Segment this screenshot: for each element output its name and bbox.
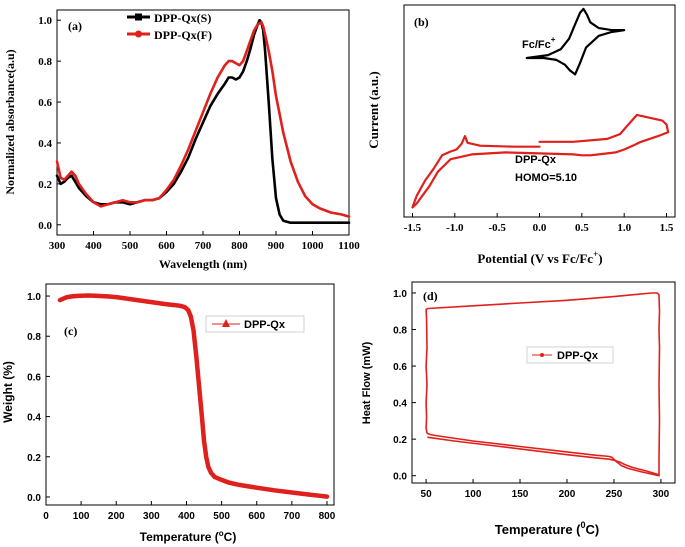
x-tick-label: 300: [653, 489, 670, 500]
panel-c-xlabel: Temperature (oC): [140, 529, 237, 544]
panel-a-legend: DPP-Qx(S) DPP-Qx(F): [127, 11, 212, 42]
x-tick-label: 1.5: [660, 222, 674, 234]
x-tick-label: 1000: [302, 240, 325, 252]
x-tick-label: 400: [85, 240, 102, 252]
panel-b-label: (b): [414, 15, 429, 29]
fc-label: Fc/Fc+: [522, 35, 556, 51]
legend-circle-marker-icon: [135, 30, 142, 38]
x-tick-label: 100: [73, 511, 90, 522]
panel-c-ylabel: Weight (%): [1, 361, 15, 423]
x-tick-label: 500: [122, 240, 139, 252]
panel-b-ylabel: Current (a.u.): [366, 71, 381, 148]
y-tick-label: 1.0: [38, 15, 52, 27]
y-tick-label: 1.0: [393, 289, 407, 300]
y-tick-label: 0.6: [38, 97, 52, 109]
panel-d-label: (d): [423, 289, 438, 303]
panel-b-frame: [403, 4, 676, 218]
x-tick-label: 200: [559, 489, 576, 500]
panel-c-legend: DPP-Qx: [205, 315, 305, 333]
y-tick-label: 0.4: [393, 399, 407, 410]
panel-c-frame: [45, 283, 335, 506]
panel-d-ticks: 50 100 150 200 250 300 0.0 0.2 0.4 0.6 0.8 1.0: [393, 289, 670, 500]
series-line-c-0: [57, 293, 330, 499]
x-tick-label: 0.0: [533, 222, 547, 234]
y-tick-label: 0.2: [393, 435, 407, 446]
series-line-d-1: [427, 436, 660, 476]
panel-b-ticks: -1.5 -1.0 -0.5 0.0 0.5 1.0 1.5: [404, 213, 674, 234]
panel-d-xlabel: Temperature (0C): [495, 520, 599, 537]
x-tick-label: 600: [158, 240, 175, 252]
x-tick-label: 800: [231, 240, 248, 252]
x-tick-label: 200: [108, 511, 125, 522]
y-tick-label: 0.4: [38, 138, 52, 150]
panel-c: 0 100 200 300 400 500 600 700 800 0.0 0.2 0.4 0.6 0.8…: [1, 283, 336, 544]
y-tick-label: 0.6: [27, 372, 41, 383]
x-tick-label: 250: [606, 489, 623, 500]
y-tick-label: 0.0: [393, 472, 407, 483]
y-tick-label: 0.4: [27, 413, 41, 424]
panel-b-xlabel: Potential (V vs Fc/Fc+): [477, 249, 602, 266]
x-tick-label: 600: [248, 511, 265, 522]
legend-dot-marker-icon: [540, 353, 544, 357]
y-tick-label: 1.0: [27, 292, 41, 303]
x-tick-label: 500: [213, 511, 230, 522]
x-tick-label: 50: [421, 489, 433, 500]
series-line-a-0: [55, 18, 351, 224]
series-line-d-0: [425, 292, 661, 477]
legend-square-marker-icon: [135, 13, 142, 21]
x-tick-label: -0.5: [488, 222, 506, 234]
panel-b-series: [411, 7, 670, 209]
x-tick-label: 300: [49, 240, 66, 252]
legend-triangle-marker-icon: [222, 319, 230, 327]
x-tick-label: 100: [465, 489, 482, 500]
panel-a-label: (a): [68, 19, 82, 33]
panel-a: 300 400 500 600 700 800 900 1000 1100 0.0 0.2 0.4 0.…: [3, 9, 360, 271]
panel-d-legend: DPP-Qx: [526, 346, 614, 364]
x-tick-label: 300: [143, 511, 160, 522]
x-tick-label: -1.0: [446, 222, 464, 234]
panel-d-frame: [411, 281, 676, 484]
panel-a-ylabel: Normalized absorbance(a.u): [3, 49, 17, 194]
panel-b: -1.5 -1.0 -0.5 0.0 0.5 1.0 1.5 (b) Fc/Fc+ DPP-…: [366, 4, 676, 266]
panel-c-series: [57, 293, 330, 499]
x-tick-label: 700: [284, 511, 301, 522]
y-tick-label: 0.6: [393, 362, 407, 373]
x-tick-label: 700: [195, 240, 212, 252]
y-tick-label: 0.0: [27, 493, 41, 504]
series-line-a-1: [55, 21, 351, 218]
sample-name-label: DPP-Qx: [515, 154, 557, 166]
legend-label-c: DPP-Qx: [244, 319, 286, 331]
panel-a-ticks: 300 400 500 600 700 800 900 1000 1100 0.0 0.2 0.4 0.…: [38, 15, 360, 252]
y-tick-label: 0.8: [393, 326, 407, 337]
x-tick-label: -1.5: [404, 222, 422, 234]
y-tick-label: 0.2: [27, 453, 41, 464]
legend-label-f: DPP-Qx(F): [154, 28, 212, 42]
y-tick-label: 0.2: [38, 179, 52, 191]
panel-a-series: [55, 18, 351, 224]
x-tick-label: 150: [512, 489, 529, 500]
y-tick-label: 0.8: [38, 56, 52, 68]
panel-c-label: (c): [64, 324, 77, 338]
x-tick-label: 1.0: [617, 222, 631, 234]
y-tick-label: 0.0: [38, 220, 52, 232]
homo-label: HOMO=5.10: [515, 172, 577, 184]
panel-d-series: [425, 292, 661, 477]
y-tick-label: 0.8: [27, 332, 41, 343]
x-tick-label: 900: [268, 240, 285, 252]
legend-label-s: DPP-Qx(S): [154, 11, 211, 25]
series-line-b-1: [525, 7, 626, 76]
panel-d-ylabel: Heat Flow (mW): [361, 341, 373, 424]
x-tick-label: 1100: [338, 240, 360, 252]
x-tick-label: 800: [319, 511, 336, 522]
panel-a-xlabel: Wavelength (nm): [159, 257, 247, 271]
x-tick-label: 0.5: [575, 222, 589, 234]
panel-c-ticks: 0 100 200 300 400 500 600 700 800 0.0 0.2 0.4 0.6 0.8…: [27, 292, 336, 522]
x-tick-label: 400: [178, 511, 195, 522]
series-line-b-0: [411, 113, 670, 209]
x-tick-label: 0: [43, 511, 49, 522]
legend-label-d: DPP-Qx: [557, 350, 599, 362]
